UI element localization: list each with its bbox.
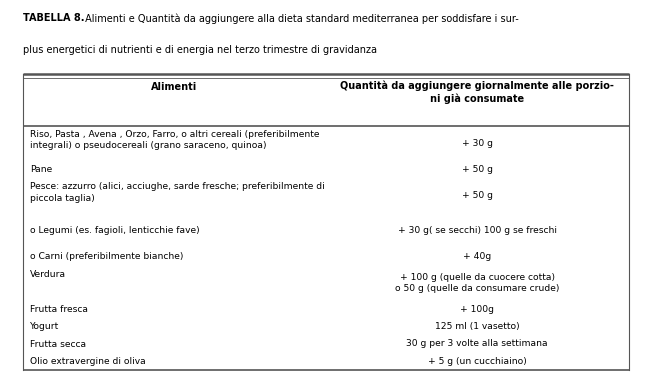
Text: Pesce: azzurro (alici, acciughe, sarde fresche; preferibilmente di
piccola tagli: Pesce: azzurro (alici, acciughe, sarde f… — [30, 182, 325, 202]
Text: 125 ml (1 vasetto): 125 ml (1 vasetto) — [435, 322, 520, 331]
Text: + 50 g: + 50 g — [462, 191, 493, 200]
Text: 30 g per 3 volte alla settimana: 30 g per 3 volte alla settimana — [406, 340, 548, 348]
Text: TABELLA 8.: TABELLA 8. — [23, 13, 84, 23]
Text: + 50 g: + 50 g — [462, 165, 493, 174]
Text: Olio extravergine di oliva: Olio extravergine di oliva — [30, 357, 146, 366]
Text: Riso, Pasta , Avena , Orzo, Farro, o altri cereali (preferibilmente
integrali) o: Riso, Pasta , Avena , Orzo, Farro, o alt… — [30, 130, 320, 150]
Text: + 30 g: + 30 g — [462, 138, 493, 147]
Text: Alimenti e Quantità da aggiungere alla dieta standard mediterranea per soddisfar: Alimenti e Quantità da aggiungere alla d… — [82, 13, 519, 24]
Text: Yogurt: Yogurt — [30, 322, 59, 331]
Text: Pane: Pane — [30, 165, 52, 174]
Text: Alimenti: Alimenti — [151, 82, 197, 92]
Text: Quantità da aggiungere giornalmente alle porzio-
ni già consumate: Quantità da aggiungere giornalmente alle… — [341, 80, 614, 104]
Text: Frutta secca: Frutta secca — [30, 340, 86, 349]
Text: + 40g: + 40g — [463, 252, 491, 261]
Text: Frutta fresca: Frutta fresca — [30, 305, 88, 314]
Text: + 100g: + 100g — [461, 305, 494, 314]
Text: o Legumi (es. fagioli, lenticchie fave): o Legumi (es. fagioli, lenticchie fave) — [30, 226, 200, 235]
Text: o Carni (preferibilmente bianche): o Carni (preferibilmente bianche) — [30, 253, 184, 261]
Text: + 30 g( se secchi) 100 g se freschi: + 30 g( se secchi) 100 g se freschi — [398, 226, 557, 235]
Text: Verdura: Verdura — [30, 270, 66, 279]
Text: + 5 g (un cucchiaino): + 5 g (un cucchiaino) — [428, 357, 527, 366]
Text: + 100 g (quelle da cuocere cotta)
o 50 g (quelle da consumare crude): + 100 g (quelle da cuocere cotta) o 50 g… — [395, 273, 559, 293]
Text: plus energetici di nutrienti e di energia nel terzo trimestre di gravidanza: plus energetici di nutrienti e di energi… — [23, 45, 377, 55]
